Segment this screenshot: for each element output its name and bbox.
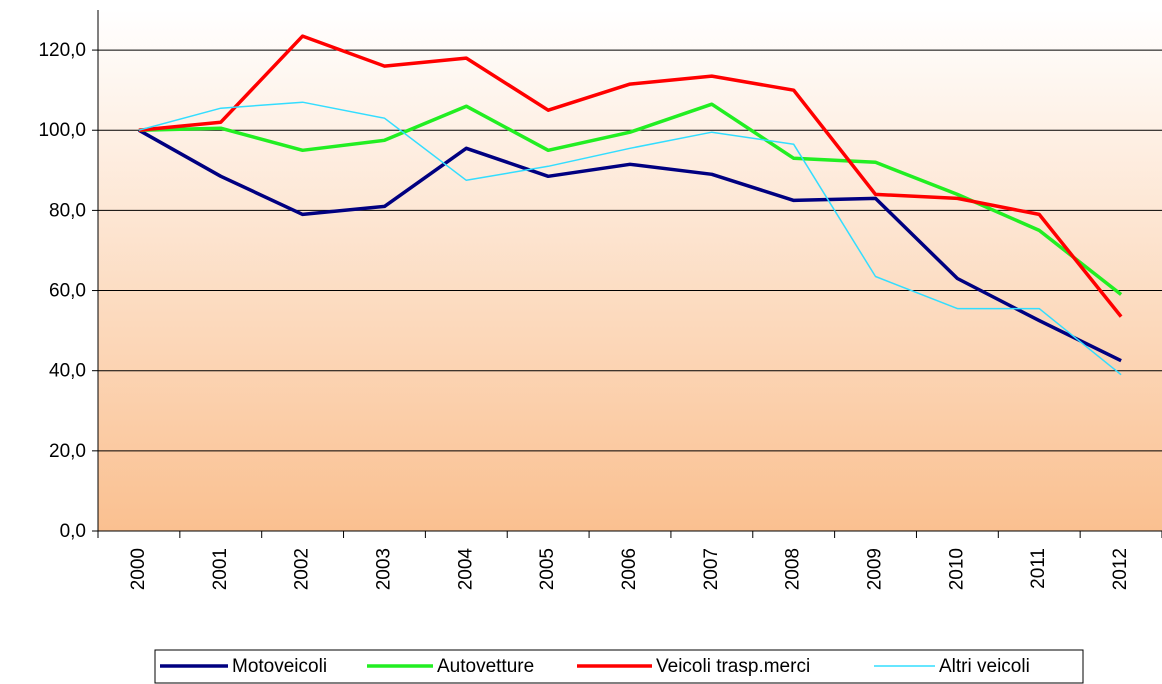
x-tick-label: 2001 xyxy=(210,548,231,590)
plot-area xyxy=(98,10,1162,531)
legend-label: Autovetture xyxy=(437,656,534,677)
legend-label: Veicoli trasp.merci xyxy=(656,656,810,677)
x-tick-label: 2009 xyxy=(865,548,886,590)
y-tick-label: 120,0 xyxy=(38,40,86,61)
y-tick-label: 20,0 xyxy=(49,441,86,462)
y-tick-label: 40,0 xyxy=(49,361,86,382)
x-tick-label: 2005 xyxy=(537,548,558,590)
series-line xyxy=(138,101,1122,376)
x-tick-label: 2010 xyxy=(946,548,967,590)
series-line xyxy=(138,34,1123,318)
x-tick-label: 2002 xyxy=(292,548,313,590)
series-line xyxy=(138,128,1122,363)
x-tick-label: 2012 xyxy=(1110,548,1131,590)
x-tick-label: 2007 xyxy=(701,548,722,590)
axes: 0,0 20,0 40,0 60,0 80,0 100,0 120,0 2000 2001 200… xyxy=(38,10,1162,590)
x-tick-label: 2000 xyxy=(128,548,149,590)
grid xyxy=(98,49,1162,452)
x-tick-label: 2004 xyxy=(455,548,476,591)
series-line xyxy=(138,102,1123,296)
x-tick-label: 2006 xyxy=(619,548,640,590)
x-tick-label: 2011 xyxy=(1028,548,1049,589)
legend-label: Altri veicoli xyxy=(939,656,1030,677)
y-tick-label: 60,0 xyxy=(49,281,86,302)
x-tick-label: 2008 xyxy=(783,548,804,590)
lines xyxy=(138,34,1123,376)
y-tick-label: 80,0 xyxy=(49,200,86,221)
x-tick-label: 2003 xyxy=(373,548,394,590)
y-tick-label: 0,0 xyxy=(60,521,86,542)
y-tick-label: 100,0 xyxy=(38,120,86,141)
legend-items: Motoveicoli Autovetture Veicoli trasp.merc… xyxy=(160,656,1030,677)
legend-label: Motoveicoli xyxy=(232,656,327,677)
